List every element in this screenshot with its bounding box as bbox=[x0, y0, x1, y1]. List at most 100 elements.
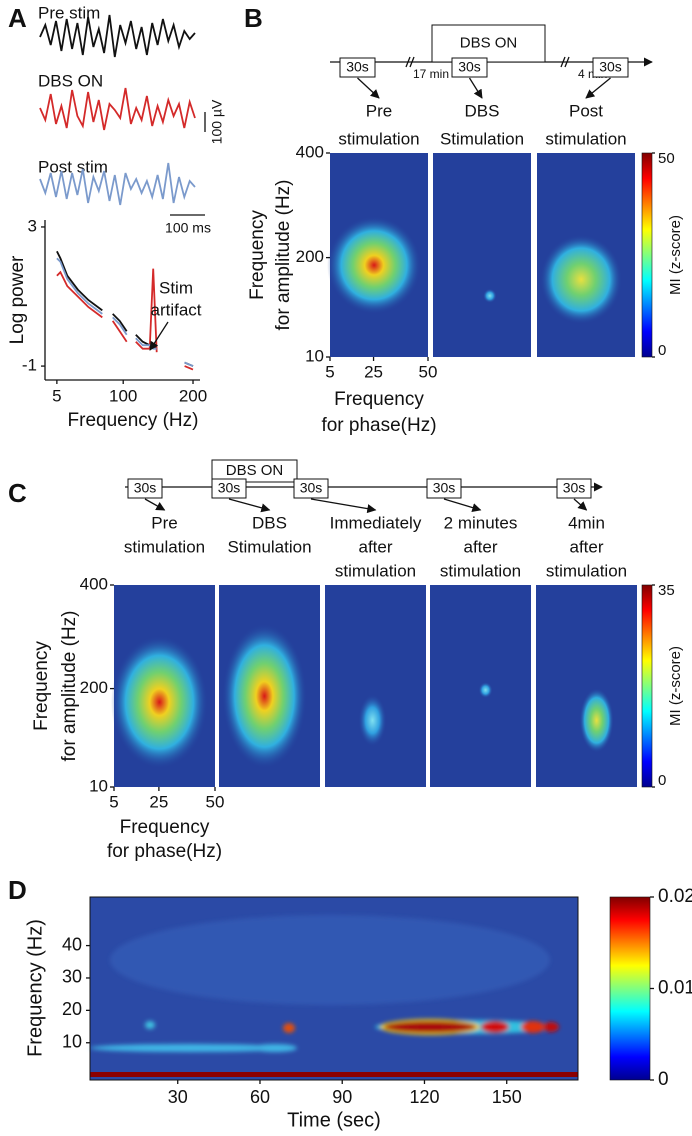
panel-title: Stimulation bbox=[440, 129, 524, 148]
heatmap-blob bbox=[478, 681, 493, 699]
x-tick-label: 200 bbox=[179, 386, 207, 405]
x-axis-label: Frequency (Hz) bbox=[68, 410, 199, 431]
annotation: artifact bbox=[150, 300, 201, 319]
window-box bbox=[556, 478, 592, 499]
y-tick-label: 200 bbox=[296, 247, 324, 266]
panel-title: DBS bbox=[252, 513, 287, 532]
heatmap-blob bbox=[358, 694, 387, 747]
colorbar-tick-label: 0.01 bbox=[658, 978, 692, 999]
window-box bbox=[211, 478, 247, 499]
window-label: 30s bbox=[599, 59, 622, 75]
window-label: 30s bbox=[433, 480, 456, 496]
heatmap-panel bbox=[433, 153, 531, 357]
window-box bbox=[339, 57, 376, 78]
dbs-box bbox=[431, 24, 546, 63]
panel-label: D bbox=[8, 875, 27, 905]
dbs-label: DBS ON bbox=[226, 462, 284, 479]
colorbar-tick-label: 0.02 bbox=[658, 886, 692, 907]
y-tick-label: 10 bbox=[305, 346, 324, 365]
heatmap-blob bbox=[110, 635, 208, 769]
trace bbox=[39, 87, 196, 131]
window-arrow bbox=[573, 498, 588, 511]
panel-title: after bbox=[569, 537, 603, 556]
x-tick-label: 150 bbox=[492, 1087, 522, 1107]
window-arrow bbox=[144, 498, 166, 511]
scale-bar-label: 100 ms bbox=[165, 220, 211, 236]
power-line bbox=[56, 250, 194, 367]
heatmap-panel bbox=[536, 585, 637, 787]
x-axis-label: Time (sec) bbox=[287, 1109, 381, 1131]
colorbar bbox=[641, 584, 653, 788]
power-line bbox=[56, 268, 194, 371]
y-tick-label: 10 bbox=[62, 1032, 82, 1052]
heatmap-blob bbox=[539, 234, 623, 325]
panel-title: DBS bbox=[465, 101, 500, 120]
window-arrow bbox=[585, 77, 611, 99]
panel-title: Pre bbox=[366, 101, 392, 120]
window-arrow bbox=[468, 77, 483, 99]
panel-label: B bbox=[244, 3, 263, 33]
panel-label: C bbox=[8, 478, 27, 508]
panel-title: after bbox=[463, 537, 497, 556]
y-axis-label: for amplitude (Hz) bbox=[273, 180, 294, 331]
window-box bbox=[127, 478, 163, 499]
panel-title: stimulation bbox=[338, 129, 419, 148]
x-tick-label: 100 bbox=[109, 386, 137, 405]
x-tick-label: 50 bbox=[419, 362, 438, 381]
y-tick-label: 400 bbox=[296, 142, 324, 161]
x-tick-label: 90 bbox=[332, 1087, 352, 1107]
y-tick-label: 20 bbox=[62, 999, 82, 1019]
x-axis-label: Frequency bbox=[120, 817, 210, 838]
x-tick-label: 25 bbox=[149, 792, 168, 811]
window-arrow bbox=[357, 77, 380, 99]
trace bbox=[39, 162, 196, 206]
panel-title: 2 minutes bbox=[444, 513, 518, 532]
panel-title: Stimulation bbox=[227, 537, 311, 556]
panel-title: stimulation bbox=[545, 129, 626, 148]
y-axis-label: Log power bbox=[7, 255, 28, 344]
dbs-box bbox=[211, 459, 298, 483]
annotation: Stim bbox=[159, 278, 193, 297]
y-tick-label: 400 bbox=[80, 574, 108, 593]
x-tick-label: 50 bbox=[206, 792, 225, 811]
trace-label: Post stim bbox=[38, 157, 108, 176]
panel-title: Immediately bbox=[330, 513, 422, 532]
power-line bbox=[56, 257, 194, 367]
axis-break bbox=[564, 56, 570, 68]
colorbar-tick-label: 50 bbox=[658, 150, 675, 167]
trace-label: Pre stim bbox=[38, 3, 100, 22]
x-axis-label: Frequency bbox=[334, 389, 424, 410]
colorbar-tick-label: 0 bbox=[658, 772, 666, 789]
colorbar-tick-label: 0 bbox=[658, 1069, 669, 1090]
heatmap-blob bbox=[482, 288, 497, 303]
annotation-arrow bbox=[149, 321, 169, 351]
window-box bbox=[426, 478, 462, 499]
axis-break bbox=[409, 56, 415, 68]
axis-break bbox=[560, 56, 566, 68]
window-label: 30s bbox=[134, 480, 157, 496]
panel-title: stimulation bbox=[546, 561, 627, 580]
window-arrow bbox=[443, 498, 482, 512]
colorbar-tick-label: 35 bbox=[658, 582, 675, 599]
colorbar-label: MI (z-score) bbox=[667, 646, 684, 726]
panel-title: Post bbox=[569, 101, 603, 120]
spectrogram-image bbox=[90, 897, 578, 1080]
x-tick-label: 30 bbox=[168, 1087, 188, 1107]
axis-break bbox=[405, 56, 411, 68]
panel-title: 4min bbox=[568, 513, 605, 532]
y-tick-label: 200 bbox=[80, 678, 108, 697]
y-tick-label: -1 bbox=[22, 356, 37, 375]
window-box bbox=[451, 57, 488, 78]
panel-title: after bbox=[358, 537, 392, 556]
y-axis-label: for amplitude (Hz) bbox=[59, 611, 80, 762]
heatmap-blob bbox=[327, 216, 422, 315]
window-label: 30s bbox=[563, 480, 586, 496]
y-tick-label: 40 bbox=[62, 934, 82, 954]
x-tick-label: 5 bbox=[325, 362, 334, 381]
x-tick-label: 25 bbox=[364, 362, 383, 381]
panel-title: stimulation bbox=[124, 537, 205, 556]
panel-title: Pre bbox=[151, 513, 177, 532]
y-tick-label: 10 bbox=[89, 776, 108, 795]
window-label: 30s bbox=[346, 59, 369, 75]
colorbar-tick-label: 0 bbox=[658, 342, 666, 359]
